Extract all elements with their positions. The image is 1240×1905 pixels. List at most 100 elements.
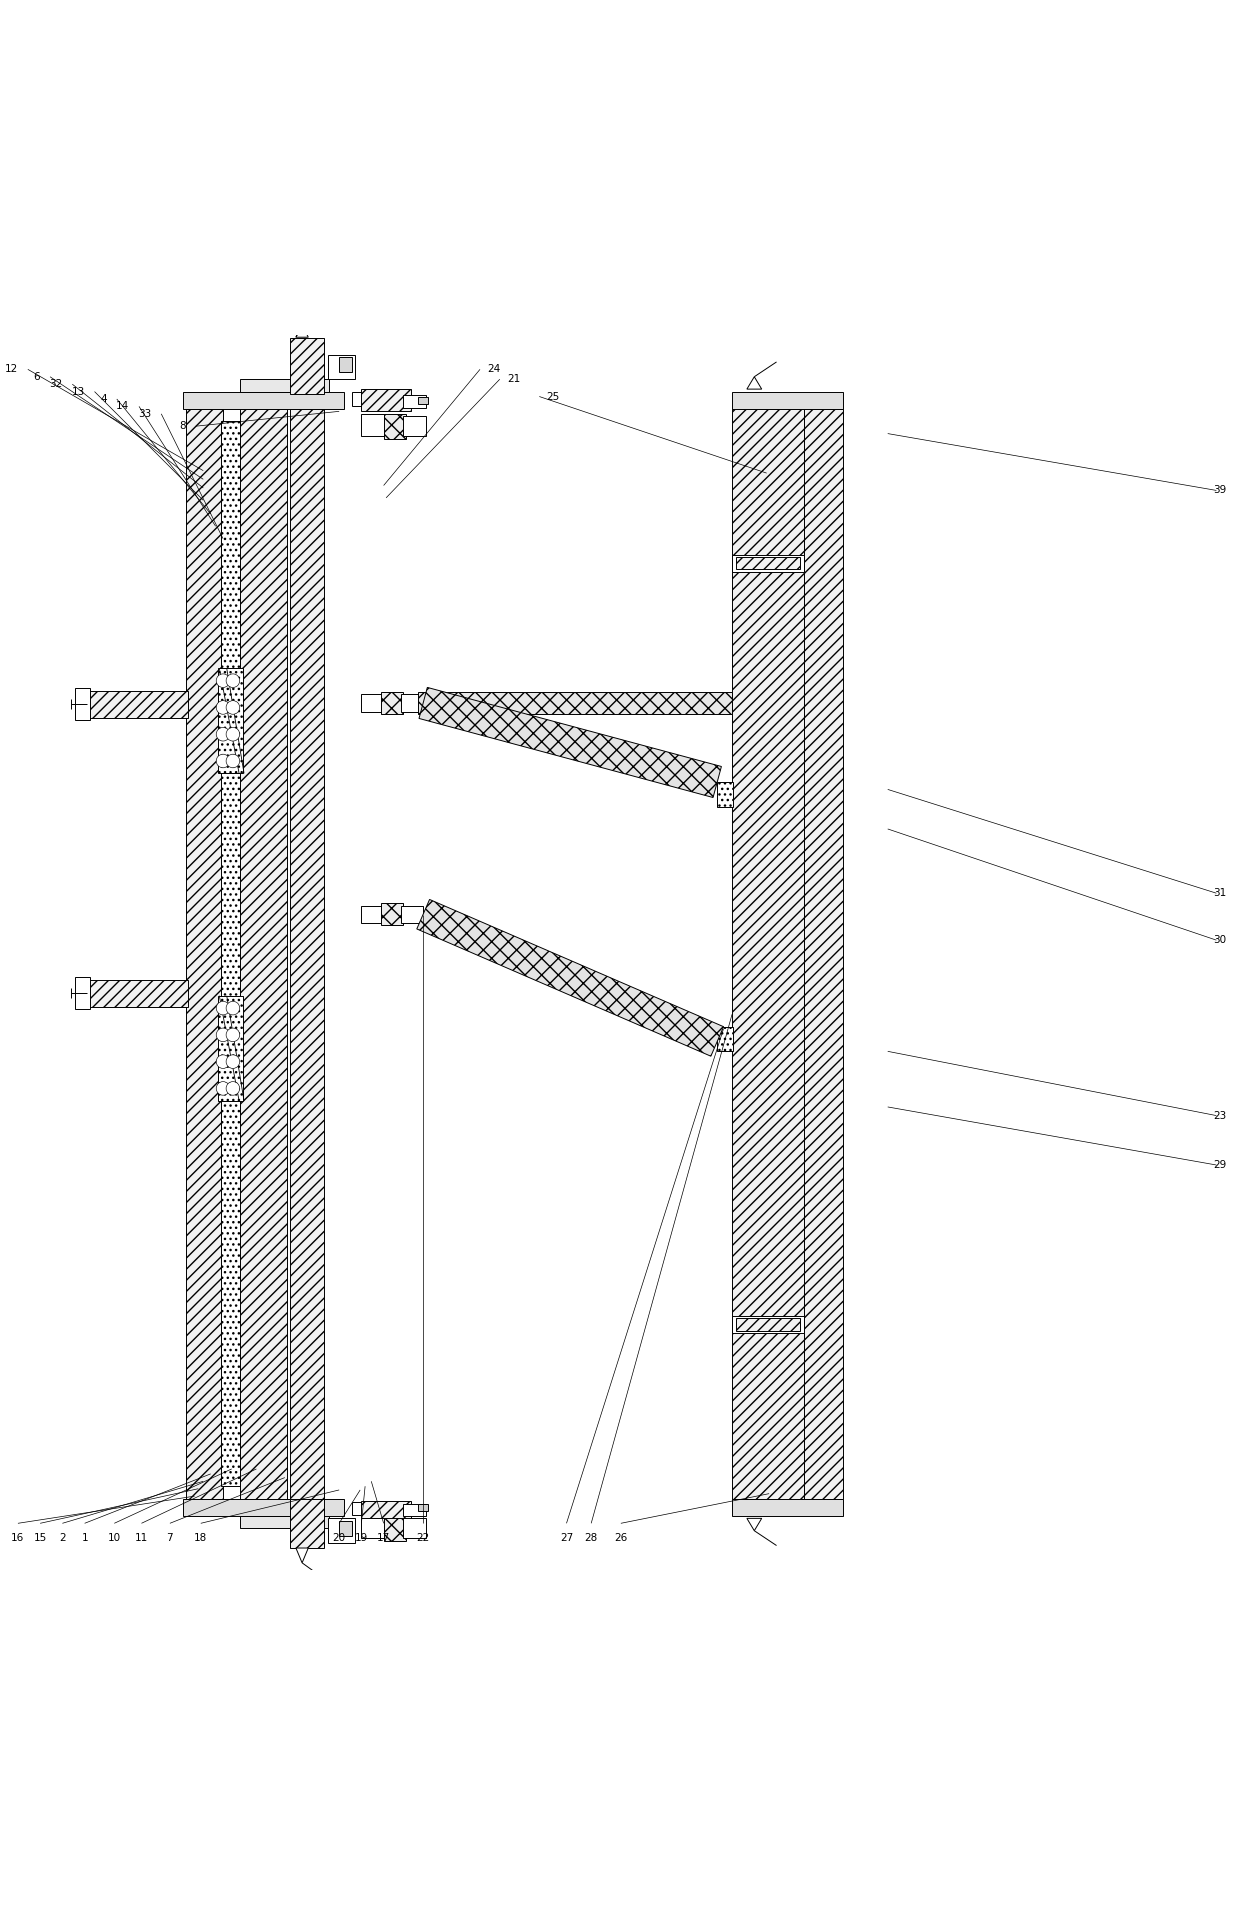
- Bar: [87, 692, 188, 718]
- Bar: [381, 692, 403, 714]
- Circle shape: [226, 1029, 239, 1042]
- Circle shape: [216, 1029, 229, 1042]
- Text: 20: 20: [332, 1534, 346, 1543]
- Text: 18: 18: [195, 1534, 207, 1543]
- Bar: [241, 1516, 330, 1528]
- Text: 11: 11: [135, 1534, 148, 1543]
- Bar: [218, 669, 243, 773]
- Bar: [87, 979, 188, 1008]
- Text: 31: 31: [1213, 888, 1226, 897]
- Bar: [732, 392, 843, 410]
- Text: 25: 25: [547, 392, 560, 402]
- Bar: [717, 781, 733, 806]
- Text: 15: 15: [33, 1534, 47, 1543]
- Bar: [418, 1503, 428, 1511]
- Bar: [418, 396, 428, 404]
- Text: 28: 28: [584, 1534, 598, 1543]
- Polygon shape: [746, 377, 761, 389]
- Bar: [383, 1518, 405, 1541]
- Text: 22: 22: [417, 1534, 430, 1543]
- Bar: [241, 410, 288, 1499]
- Text: 21: 21: [507, 373, 521, 385]
- Bar: [403, 396, 425, 408]
- Bar: [717, 1027, 733, 1052]
- Bar: [74, 977, 89, 1010]
- Text: 26: 26: [614, 1534, 627, 1543]
- Circle shape: [226, 1082, 239, 1095]
- Bar: [361, 413, 386, 436]
- Bar: [290, 339, 325, 394]
- Text: 30: 30: [1213, 935, 1226, 945]
- Bar: [186, 410, 223, 1499]
- Bar: [361, 1518, 386, 1537]
- Bar: [383, 413, 405, 438]
- Polygon shape: [417, 899, 724, 1055]
- Polygon shape: [419, 688, 722, 798]
- Bar: [804, 410, 843, 1499]
- Text: 24: 24: [487, 364, 501, 375]
- Bar: [340, 1520, 351, 1535]
- Circle shape: [216, 1055, 229, 1069]
- Text: 1: 1: [82, 1534, 88, 1543]
- Circle shape: [226, 1055, 239, 1069]
- Bar: [361, 1501, 410, 1520]
- Bar: [290, 1499, 325, 1549]
- Bar: [401, 693, 423, 712]
- Bar: [329, 354, 355, 379]
- Text: 29: 29: [1213, 1160, 1226, 1170]
- Bar: [74, 688, 89, 720]
- Text: 7: 7: [166, 1534, 174, 1543]
- Bar: [732, 1316, 804, 1333]
- Text: 13: 13: [72, 387, 84, 396]
- Polygon shape: [296, 326, 309, 337]
- Circle shape: [226, 701, 239, 714]
- Bar: [340, 356, 351, 371]
- Bar: [184, 392, 345, 410]
- Bar: [290, 410, 325, 1499]
- Circle shape: [216, 701, 229, 714]
- Text: 27: 27: [560, 1534, 573, 1543]
- Text: 12: 12: [5, 364, 17, 375]
- Text: 16: 16: [11, 1534, 25, 1543]
- Text: 17: 17: [377, 1534, 391, 1543]
- Bar: [329, 1518, 355, 1543]
- Bar: [418, 692, 732, 714]
- Circle shape: [216, 754, 229, 768]
- Bar: [351, 1503, 383, 1514]
- Text: 10: 10: [108, 1534, 120, 1543]
- Circle shape: [216, 674, 229, 688]
- Circle shape: [226, 1002, 239, 1015]
- Circle shape: [216, 1002, 229, 1015]
- Text: 14: 14: [115, 402, 129, 411]
- Bar: [403, 417, 425, 436]
- Text: 39: 39: [1213, 486, 1226, 495]
- Text: 8: 8: [180, 421, 186, 431]
- Bar: [221, 421, 241, 1486]
- Polygon shape: [746, 1518, 761, 1532]
- Bar: [401, 905, 423, 922]
- Circle shape: [226, 728, 239, 741]
- Text: 2: 2: [60, 1534, 66, 1543]
- Bar: [732, 410, 804, 1499]
- Text: 19: 19: [355, 1534, 368, 1543]
- Circle shape: [226, 674, 239, 688]
- Bar: [732, 1499, 843, 1516]
- Bar: [735, 556, 800, 570]
- Text: 6: 6: [33, 371, 40, 381]
- Bar: [218, 996, 243, 1101]
- Bar: [351, 392, 383, 406]
- Bar: [381, 903, 403, 926]
- Bar: [403, 1518, 425, 1537]
- Circle shape: [216, 1082, 229, 1095]
- Text: 23: 23: [1213, 1111, 1226, 1120]
- Text: 32: 32: [50, 379, 62, 389]
- Circle shape: [216, 728, 229, 741]
- Text: 4: 4: [100, 394, 107, 404]
- Bar: [735, 1318, 800, 1330]
- Bar: [361, 389, 410, 411]
- Bar: [732, 554, 804, 572]
- Text: 33: 33: [138, 410, 151, 419]
- Bar: [241, 379, 330, 392]
- Bar: [403, 1503, 425, 1516]
- Circle shape: [226, 754, 239, 768]
